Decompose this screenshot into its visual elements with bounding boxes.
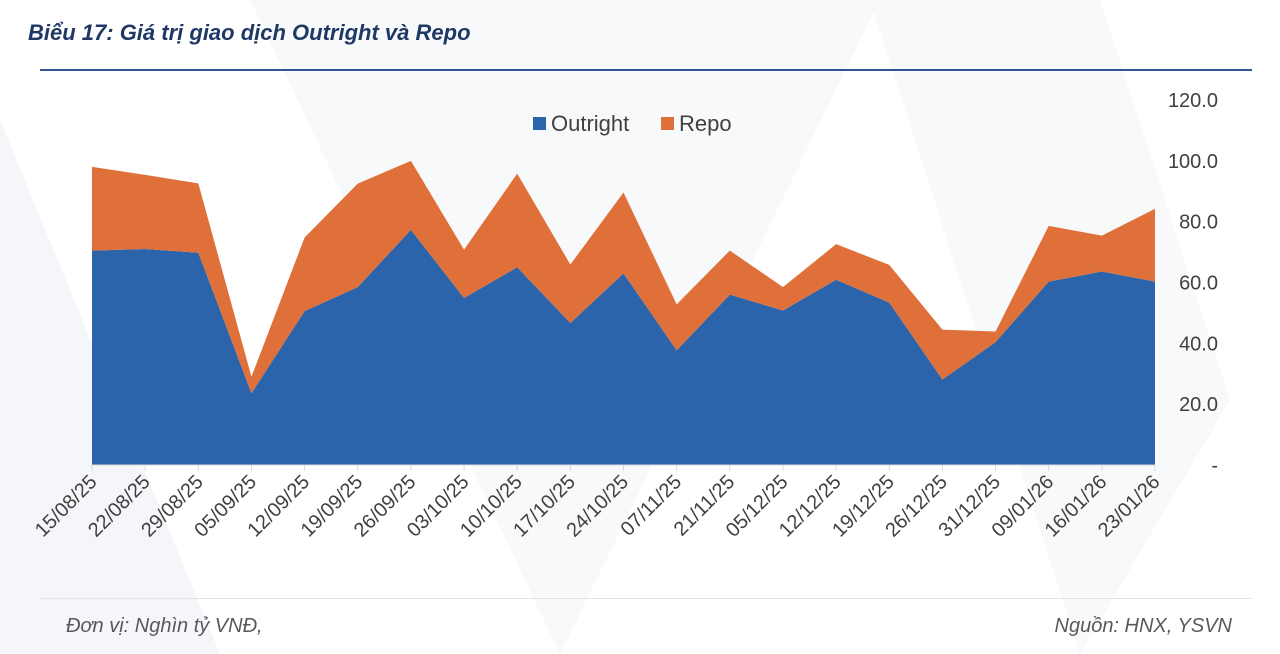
y-tick-label: 40.0 bbox=[1179, 333, 1218, 355]
legend-swatch bbox=[533, 117, 546, 130]
source-note: Nguồn: HNX, YSVN bbox=[1054, 615, 1233, 637]
legend-item-outright: Outright bbox=[533, 111, 629, 136]
title-divider bbox=[40, 69, 1252, 71]
y-tick-label: 80.0 bbox=[1179, 212, 1218, 234]
legend-item-repo: Repo bbox=[661, 111, 732, 136]
legend-swatch bbox=[661, 117, 674, 130]
unit-note: Đơn vị: Nghìn tỷ VNĐ, bbox=[66, 615, 263, 637]
footer-divider bbox=[40, 598, 1252, 599]
y-tick-label: 20.0 bbox=[1179, 394, 1218, 416]
y-tick-label: 120.0 bbox=[1168, 90, 1218, 112]
y-tick-label: 60.0 bbox=[1179, 273, 1218, 295]
area-repo bbox=[92, 160, 1155, 394]
y-tick-label: 100.0 bbox=[1168, 151, 1218, 173]
stacked-area-chart: 15/08/2522/08/2529/08/2505/09/2512/09/25… bbox=[31, 90, 1218, 542]
legend-label: Repo bbox=[679, 111, 732, 136]
y-tick-label: - bbox=[1211, 455, 1218, 477]
area-outright bbox=[92, 229, 1155, 465]
legend-label: Outright bbox=[551, 111, 629, 136]
chart-title: Biểu 17: Giá trị giao dịch Outright và R… bbox=[28, 20, 471, 45]
